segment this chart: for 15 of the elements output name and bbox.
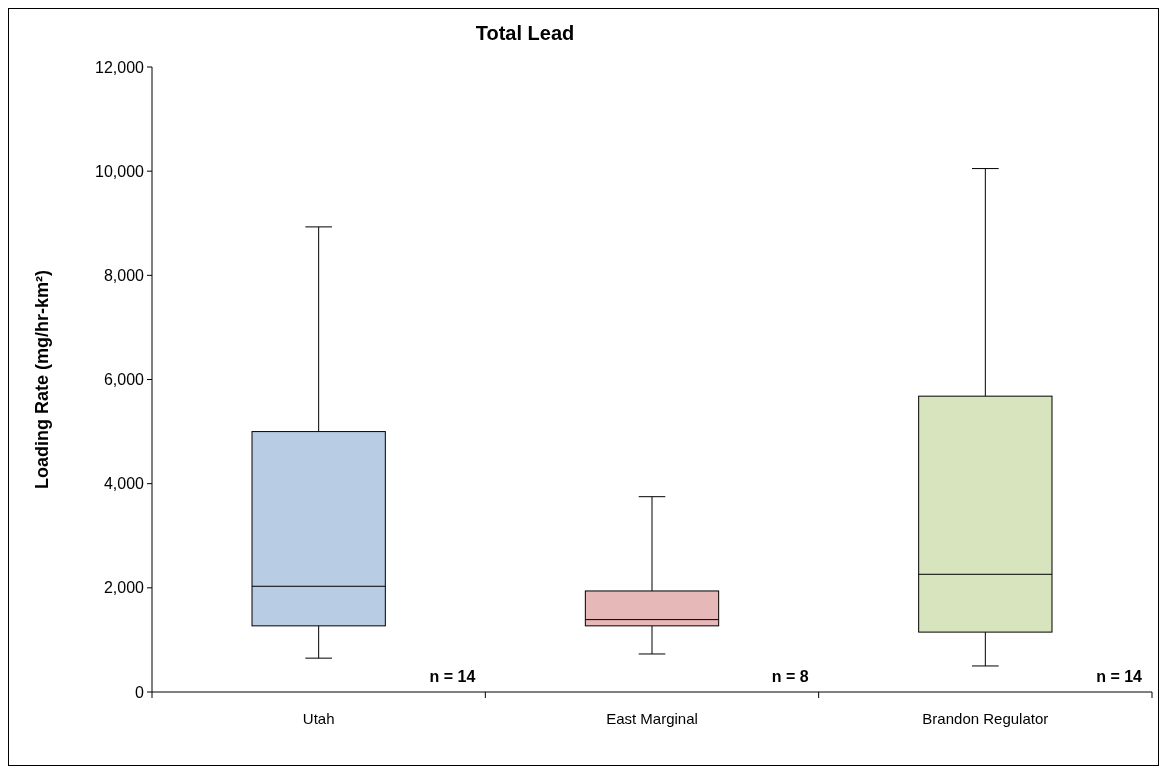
annotation: n = 8 (771, 668, 809, 685)
y-tick-label: 10,000 (95, 162, 145, 180)
y-tick-label: 4,000 (103, 475, 145, 493)
y-axis-title: Loading Rate (mg/hr-km²) (32, 270, 52, 489)
x-tick-label: Brandon Regulator (922, 710, 1049, 727)
y-tick-label: 12,000 (95, 58, 145, 76)
y-tick-label: 8,000 (103, 266, 145, 284)
annotation: n = 14 (1096, 668, 1143, 685)
chart-title: Total Lead (475, 22, 575, 44)
annotation: n = 14 (429, 668, 476, 685)
x-tick-label: East Marginal (606, 710, 698, 727)
y-tick-label: 6,000 (103, 371, 145, 389)
y-tick-label: 0 (135, 683, 145, 701)
x-tick-label: Utah (302, 710, 335, 727)
y-tick-label: 2,000 (103, 579, 145, 597)
